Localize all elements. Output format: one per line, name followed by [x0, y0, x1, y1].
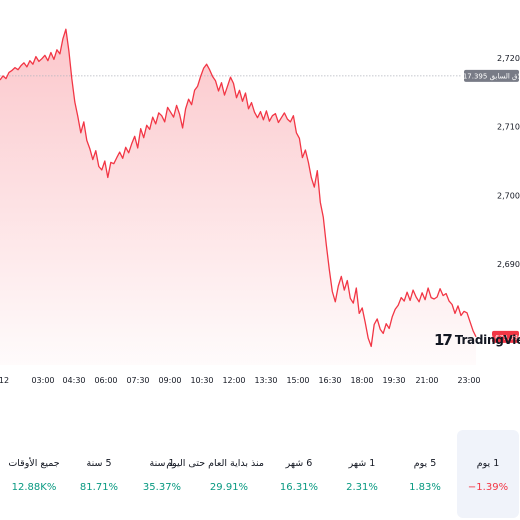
x-tick-label: 21:00	[415, 376, 438, 385]
perf-label: 5 يوم	[413, 458, 437, 469]
perf-value: 12.88K%	[11, 482, 57, 493]
y-axis: 2,690.000 2,700.000 2,710.000 2,720.000	[497, 54, 520, 269]
x-tick-label: 12:00	[222, 376, 245, 385]
x-tick-label: 06:00	[94, 376, 117, 385]
last-price-label: 2,679.380	[489, 330, 520, 343]
x-tick-label: 07:30	[126, 376, 149, 385]
perf-tab-all[interactable]: جميع الأوقات 12.88K%	[2, 430, 66, 518]
previous-close-label: الإغلاق السابق 2,717.395	[452, 69, 520, 82]
x-tick-label: 12	[0, 376, 9, 385]
x-tick-label: 15:00	[286, 376, 309, 385]
perf-tab-5d[interactable]: 5 يوم 1.83%	[394, 430, 456, 518]
perf-value: 16.31%	[279, 482, 319, 493]
y-tick-label: 2,690.000	[497, 260, 520, 269]
x-tick-label: 18:00	[350, 376, 373, 385]
tradingview-logo-text: TradingView	[454, 333, 520, 347]
perf-tab-1m[interactable]: 1 شهر 2.31%	[331, 430, 393, 518]
perf-value: 29.91%	[209, 482, 249, 493]
x-tick-label: 04:30	[62, 376, 85, 385]
perf-label: 1 شهر	[348, 458, 376, 469]
perf-label: جميع الأوقات	[8, 458, 60, 469]
x-tick-label: 09:00	[158, 376, 181, 385]
perf-tab-1y[interactable]: 1 سنة 35.37%	[131, 430, 193, 518]
tradingview-logo-icon: 17	[434, 331, 453, 349]
perf-value: 2.31%	[346, 482, 378, 493]
x-tick-label: 16:30	[318, 376, 341, 385]
area-fill	[0, 29, 476, 365]
tradingview-logo[interactable]: 17 TradingView	[434, 331, 520, 349]
perf-tab-ytd[interactable]: منذ بداية العام حتى اليوم 29.91%	[166, 430, 264, 518]
y-tick-label: 2,700.000	[497, 191, 520, 200]
x-axis: 12 03:00 04:30 06:00 07:30 09:00 10:30 12:00 13:…	[0, 376, 481, 385]
price-series-line	[0, 28, 477, 348]
x-tick-label: 23:00	[457, 376, 480, 385]
perf-tab-5y[interactable]: 5 سنة 81.71%	[68, 430, 130, 518]
last-price-value: 2,679.380	[489, 333, 520, 341]
x-tick-label: 19:30	[382, 376, 405, 385]
perf-tab-6m[interactable]: 6 شهر 16.31%	[268, 430, 330, 518]
svg-text:الإغلاق السابق 2,717.395: الإغلاق السابق 2,717.395	[452, 72, 520, 80]
performance-bar: 1 يوم −1.39% 5 يوم 1.83% 1 شهر 2.31% 6 ش…	[0, 430, 520, 520]
perf-label: 1 يوم	[476, 458, 500, 469]
perf-value: 35.37%	[142, 482, 182, 493]
x-tick-label: 10:30	[190, 376, 213, 385]
perf-value: 1.83%	[409, 482, 441, 493]
x-tick-label: 03:00	[31, 376, 54, 385]
area-fill-path	[0, 29, 476, 365]
perf-value: 81.71%	[79, 482, 119, 493]
perf-label: 6 شهر	[285, 458, 313, 469]
perf-value: −1.39%	[467, 482, 509, 493]
y-tick-label: 2,710.000	[497, 123, 520, 132]
price-chart[interactable]: 2,690.000 2,700.000 2,710.000 2,720.000 12 0…	[0, 0, 520, 400]
perf-label: 5 سنة	[86, 458, 112, 469]
perf-label: 1 سنة	[149, 458, 175, 469]
x-tick-label: 13:30	[254, 376, 277, 385]
perf-tab-1d[interactable]: 1 يوم −1.39%	[457, 430, 519, 518]
price-line	[0, 28, 477, 348]
y-tick-label: 2,720.000	[497, 54, 520, 63]
perf-label: منذ بداية العام حتى اليوم	[166, 458, 264, 469]
